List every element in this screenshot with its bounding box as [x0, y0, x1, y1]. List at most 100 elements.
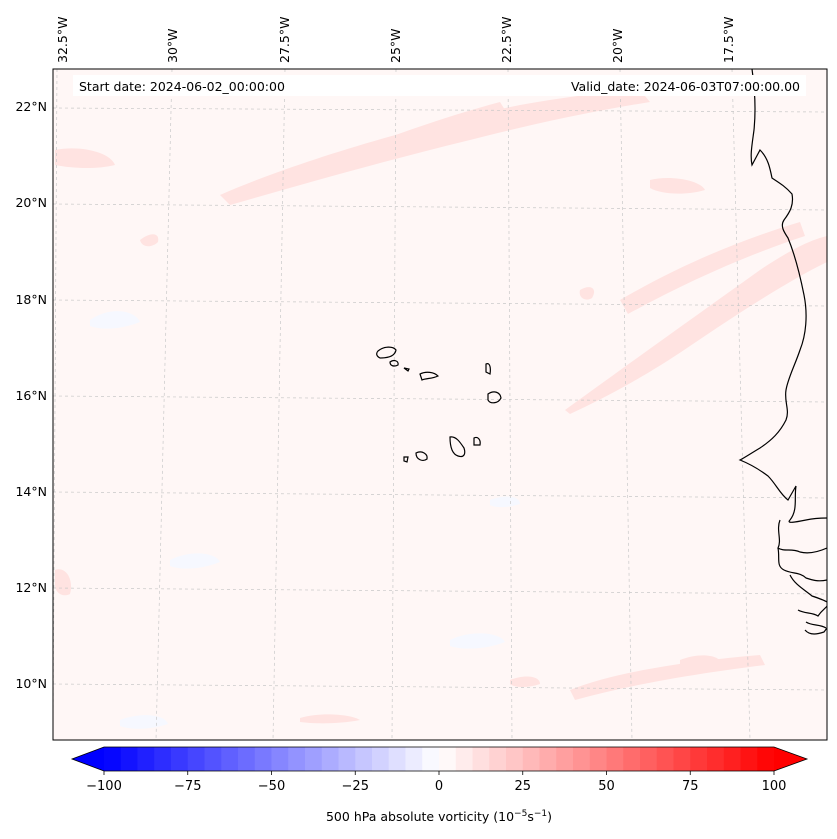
colorbar-tick-label: 50	[598, 779, 615, 794]
island-santo-antao	[376, 346, 397, 359]
colorbar-segment	[707, 747, 725, 771]
colorbar-segment	[120, 747, 139, 771]
map-panel: Start date: 2024-06-02_00:00:00 Valid_da…	[53, 69, 827, 740]
island-boa-vista	[487, 391, 502, 404]
lon-label-30w: 30°W	[165, 28, 180, 63]
colorbar-segment	[388, 747, 407, 771]
colorbar-tick-label: 75	[682, 779, 699, 794]
island-brava	[403, 456, 409, 463]
colorbar-segment	[405, 747, 423, 771]
colorbar-tick-label: 100	[762, 779, 787, 794]
lat-label-12n: 12°N	[15, 580, 47, 595]
info-box	[73, 75, 806, 96]
vorticity-streak	[570, 655, 765, 700]
vorticity-patch	[490, 496, 520, 508]
map-frame	[52, 68, 828, 741]
vorticity-streak	[680, 655, 722, 669]
colorbar-segment	[372, 747, 390, 771]
colorbar-segment	[472, 747, 490, 771]
colorbar-tick-label: −50	[258, 779, 285, 794]
colorbar-tick-label: 0	[435, 779, 443, 794]
colorbar-segment	[154, 747, 172, 771]
colorbar-segment	[271, 747, 289, 771]
colorbar-segment	[589, 747, 608, 771]
island-santa-luzia	[403, 367, 410, 372]
colorbar-segment	[221, 747, 239, 771]
lon-label-25w: 25°W	[388, 28, 403, 63]
vorticity-streak	[330, 102, 505, 170]
lon-label-27-5w: 27.5°W	[277, 17, 292, 63]
island-santiago	[449, 436, 466, 458]
lat-label-22n: 22°N	[15, 99, 47, 114]
valid-date-label: Valid_date: 2024-06-03T07:00:00.00	[571, 79, 800, 94]
colorbar-segment	[673, 747, 691, 771]
colorbar-segment	[606, 747, 624, 771]
colorbar-tick-label: 25	[514, 779, 531, 794]
lat-label-14n: 14°N	[15, 484, 47, 499]
colorbar-segment	[489, 747, 507, 771]
lon-label-17-5w: 17.5°W	[721, 17, 736, 63]
colorbar-segment	[757, 747, 775, 771]
colorbar-segment	[321, 747, 340, 771]
colorbar-segment	[137, 747, 155, 771]
colorbar-segment	[288, 747, 306, 771]
vorticity-streak	[650, 178, 705, 194]
vorticity-streak	[220, 90, 650, 205]
vorticity-patch	[170, 553, 220, 569]
lon-label-32-5w: 32.5°W	[55, 17, 70, 63]
vorticity-streak	[620, 222, 805, 314]
island-fogo	[415, 451, 428, 461]
colorbar-tick-label: −25	[342, 779, 369, 794]
colorbar-segment	[238, 747, 256, 771]
colorbar-segment	[556, 747, 574, 771]
lat-label-20n: 20°N	[15, 195, 47, 210]
coastlines	[738, 69, 827, 635]
colorbar-segment	[104, 747, 122, 771]
colorbar-ticks: −100 −75 −50 −25 0 25 50 75 100	[86, 771, 786, 794]
colorbar-segment	[439, 747, 457, 771]
vorticity-streak	[510, 676, 540, 687]
colorbar-segment	[455, 747, 474, 771]
lon-label-22-5w: 22.5°W	[499, 17, 514, 63]
vorticity-streak	[579, 287, 595, 300]
colorbar-segment	[623, 747, 641, 771]
graticule	[53, 69, 827, 740]
guinea-bissau-coast	[797, 605, 827, 635]
colorbar-segment	[506, 747, 524, 771]
colorbar-segment	[539, 747, 557, 771]
colorbar-segments	[104, 747, 775, 771]
colorbar-extend-max	[774, 747, 807, 771]
colorbar-segment	[573, 747, 591, 771]
meridian-line	[619, 69, 633, 740]
island-maio	[473, 436, 481, 446]
meridian-line	[272, 69, 286, 740]
colorbar-segment	[690, 747, 708, 771]
meridian-line	[53, 69, 58, 740]
positive-vorticity-areas	[55, 90, 827, 724]
vorticity-field-background	[53, 69, 827, 740]
africa-coastline	[738, 69, 827, 523]
cape-verde-islands	[376, 346, 502, 463]
island-sal	[485, 363, 491, 375]
longitude-labels: 32.5°W 30°W 27.5°W 25°W 22.5°W 20°W 17.5…	[55, 17, 736, 63]
colorbar: −100 −75 −50 −25 0 25 50 75 100 500 hPa absolute…	[70, 746, 809, 824]
colorbar-segment	[338, 747, 356, 771]
colorbar-label: 500 hPa absolute vorticity (10−5s−1)	[326, 809, 552, 824]
colorbar-segment	[254, 747, 273, 771]
meridian-line	[391, 69, 397, 740]
colorbar-segment	[723, 747, 742, 771]
colorbar-tick-label: −75	[174, 779, 201, 794]
colorbar-segment	[355, 747, 373, 771]
vorticity-patch	[90, 311, 140, 329]
latitude-labels: 22°N 20°N 18°N 16°N 14°N 12°N 10°N	[15, 99, 47, 691]
start-date-label: Start date: 2024-06-02_00:00:00	[79, 79, 285, 94]
colorbar-segment	[187, 747, 206, 771]
colorbar-segment	[422, 747, 440, 771]
meridian-line	[731, 69, 751, 740]
vorticity-streak	[565, 236, 827, 414]
colorbar-segment	[656, 747, 675, 771]
vorticity-patch	[450, 633, 505, 649]
island-sao-nicolau	[419, 371, 440, 381]
meridian-line	[507, 69, 513, 740]
